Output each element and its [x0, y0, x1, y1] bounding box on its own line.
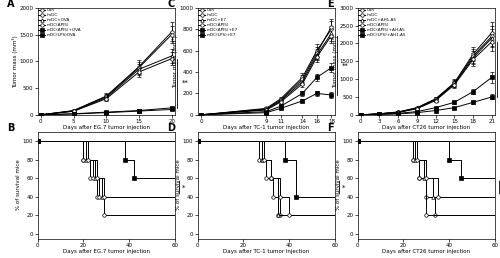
Text: B: B [7, 123, 14, 133]
Text: *: * [182, 184, 186, 190]
Y-axis label: % of survival mice: % of survival mice [336, 160, 342, 211]
Text: **: ** [182, 80, 189, 86]
Legend: Con, imDC, imDC+AH1-A5, mDC(API5), mDC(API5)+AH-A5, mDC(LPS)+AH1-A5: Con, imDC, imDC+AH1-A5, mDC(API5), mDC(A… [358, 8, 406, 37]
Text: A: A [7, 0, 14, 9]
Legend: Con, imDC, imDC+E7, mDC(API5), mDC(API5)+E7, mDC(LPS)+E7: Con, imDC, imDC+E7, mDC(API5), mDC(API5)… [198, 8, 238, 37]
Legend: Con, imDC, imDC+OVA, mDC(API5), mDC(API5)+OVA, mDC(LPS)OVA: Con, imDC, imDC+OVA, mDC(API5), mDC(API5… [38, 8, 82, 37]
Text: **: ** [342, 62, 348, 68]
X-axis label: Days after CT26 tumor injection: Days after CT26 tumor injection [382, 249, 470, 254]
Y-axis label: % of survival mice: % of survival mice [176, 160, 182, 211]
Y-axis label: Tumor mass (mm³): Tumor mass (mm³) [332, 35, 338, 88]
X-axis label: Days after EG.7 tumor injection: Days after EG.7 tumor injection [63, 125, 150, 130]
Text: C: C [167, 0, 174, 9]
Text: D: D [167, 123, 175, 133]
X-axis label: Days after TC-1 tumor injection: Days after TC-1 tumor injection [223, 249, 310, 254]
Text: *: * [342, 184, 345, 190]
Text: E: E [327, 0, 334, 9]
Y-axis label: % of survival mice: % of survival mice [16, 160, 21, 211]
X-axis label: Days after EG.7 tumor injection: Days after EG.7 tumor injection [63, 249, 150, 254]
Y-axis label: Tumor mass (mm³): Tumor mass (mm³) [172, 35, 178, 88]
X-axis label: Days after TC-1 tumor injection: Days after TC-1 tumor injection [223, 125, 310, 130]
X-axis label: Days after CT26 tumor injection: Days after CT26 tumor injection [382, 125, 470, 130]
Text: F: F [327, 123, 334, 133]
Y-axis label: Tumor mass (mm³): Tumor mass (mm³) [12, 35, 18, 88]
